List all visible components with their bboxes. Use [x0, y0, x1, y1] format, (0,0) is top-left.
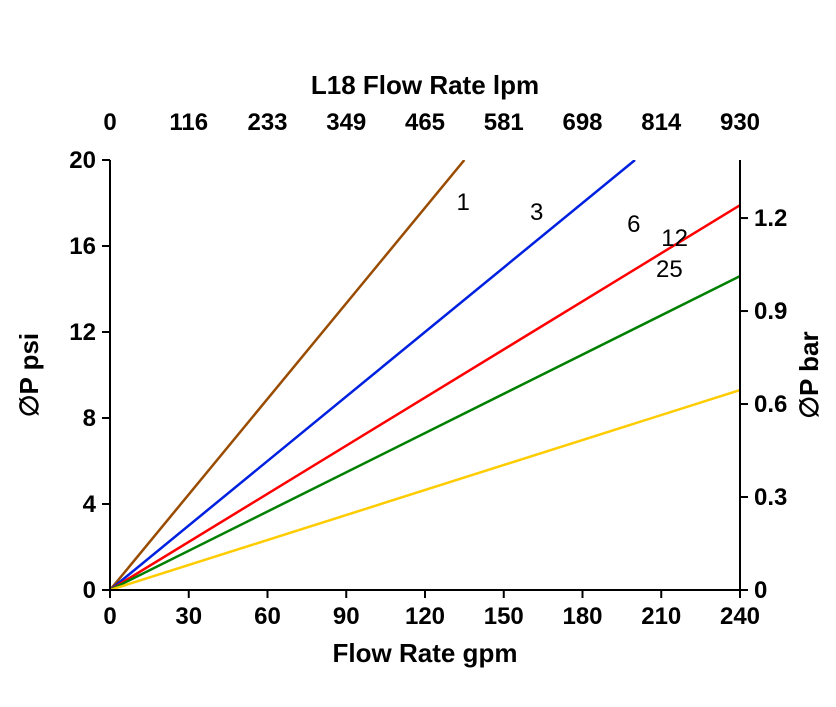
ytick-label-left: 20	[69, 147, 96, 174]
pressure-flow-chart: 0306090120150180210240011623334946558169…	[0, 0, 836, 702]
xtick-label-top: 814	[641, 109, 682, 136]
y-axis-label-left: ∅P psi	[14, 333, 44, 417]
xtick-label-bottom: 210	[641, 603, 681, 630]
x-axis-label-bottom: Flow Rate gpm	[333, 638, 518, 668]
xtick-label-top: 116	[169, 109, 208, 136]
xtick-label-top: 581	[484, 109, 524, 136]
series-label-3: 3	[530, 199, 543, 226]
xtick-label-bottom: 150	[484, 603, 524, 630]
ytick-label-right: 0.6	[754, 391, 787, 418]
x-axis-label-top: L18 Flow Rate lpm	[311, 70, 539, 100]
xtick-label-top: 465	[405, 109, 445, 136]
ytick-label-left: 8	[83, 405, 96, 432]
xtick-label-top: 233	[247, 109, 287, 136]
xtick-label-bottom: 180	[562, 603, 602, 630]
series-label-25: 25	[656, 256, 683, 283]
y-axis-label-right: ∅P bar	[794, 331, 824, 418]
ytick-label-left: 12	[69, 319, 96, 346]
xtick-label-bottom: 60	[254, 603, 281, 630]
ytick-label-right: 0.3	[754, 484, 787, 511]
ytick-label-right: 0	[754, 577, 767, 604]
xtick-label-top: 0	[103, 109, 116, 136]
ytick-label-left: 4	[83, 491, 97, 518]
xtick-label-bottom: 120	[405, 603, 445, 630]
series-label-1: 1	[457, 189, 470, 216]
xtick-label-top: 930	[720, 109, 760, 136]
xtick-label-bottom: 30	[175, 603, 202, 630]
ytick-label-right: 0.9	[754, 298, 787, 325]
series-label-6: 6	[627, 211, 640, 238]
chart-bg	[0, 0, 836, 702]
ytick-label-left: 0	[83, 577, 96, 604]
ytick-label-right: 1.2	[754, 205, 787, 232]
xtick-label-bottom: 240	[720, 603, 760, 630]
xtick-label-top: 698	[562, 109, 602, 136]
xtick-label-bottom: 0	[103, 603, 116, 630]
ytick-label-left: 16	[69, 233, 96, 260]
xtick-label-top: 349	[326, 109, 366, 136]
series-label-12: 12	[661, 225, 688, 252]
xtick-label-bottom: 90	[333, 603, 360, 630]
